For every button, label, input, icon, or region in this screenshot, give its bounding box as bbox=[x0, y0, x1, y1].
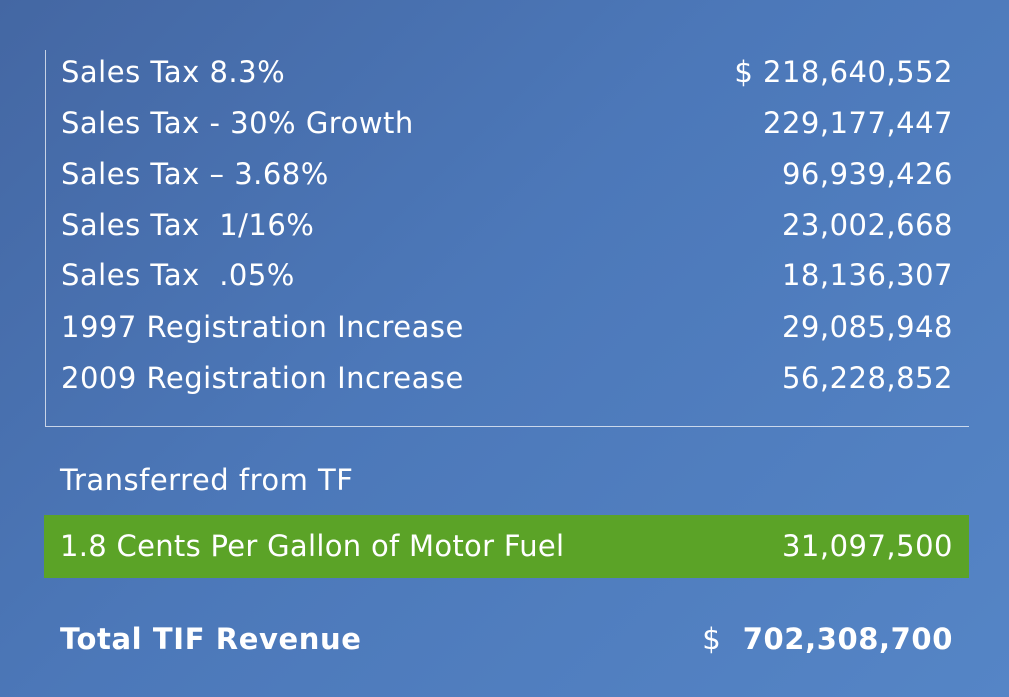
revenue-row: Sales Tax 1/16% 23,002,668 bbox=[61, 205, 953, 245]
transfer-section-title: Transferred from TF bbox=[60, 463, 354, 497]
revenue-value: 29,085,948 bbox=[781, 310, 953, 344]
revenue-table: Sales Tax 8.3% $ 218,640,552 Sales Tax -… bbox=[45, 50, 969, 427]
revenue-value: 229,177,447 bbox=[763, 106, 953, 140]
total-value: 702,308,700 bbox=[742, 622, 953, 656]
revenue-row: Sales Tax - 30% Growth 229,177,447 bbox=[61, 103, 953, 143]
total-row: Total TIF Revenue $ 702,308,700 bbox=[60, 617, 953, 661]
revenue-value: 96,939,426 bbox=[781, 157, 953, 191]
revenue-label: Sales Tax – 3.68% bbox=[61, 157, 329, 191]
revenue-label: Sales Tax 8.3% bbox=[61, 55, 286, 89]
motor-fuel-value: 31,097,500 bbox=[781, 529, 953, 563]
total-currency: $ bbox=[702, 622, 722, 656]
total-label: Total TIF Revenue bbox=[60, 622, 362, 656]
revenue-label: Sales Tax .05% bbox=[61, 258, 295, 292]
revenue-row: Sales Tax .05% 18,136,307 bbox=[61, 255, 953, 295]
revenue-label: 1997 Registration Increase bbox=[61, 310, 464, 344]
revenue-value: 23,002,668 bbox=[781, 208, 953, 242]
revenue-value: $ 218,640,552 bbox=[734, 55, 953, 89]
revenue-label: Sales Tax 1/16% bbox=[61, 208, 315, 242]
revenue-label: Sales Tax - 30% Growth bbox=[61, 106, 414, 140]
revenue-row: 1997 Registration Increase 29,085,948 bbox=[61, 307, 953, 347]
revenue-row: Sales Tax 8.3% $ 218,640,552 bbox=[61, 52, 953, 92]
revenue-value: 56,228,852 bbox=[781, 361, 953, 395]
revenue-row: Sales Tax – 3.68% 96,939,426 bbox=[61, 154, 953, 194]
total-value-group: $ 702,308,700 bbox=[702, 617, 953, 661]
revenue-label: 2009 Registration Increase bbox=[61, 361, 464, 395]
motor-fuel-label: 1.8 Cents Per Gallon of Motor Fuel bbox=[60, 529, 565, 563]
revenue-value: 18,136,307 bbox=[781, 258, 953, 292]
motor-fuel-highlight-row: 1.8 Cents Per Gallon of Motor Fuel 31,09… bbox=[44, 515, 969, 578]
revenue-row: 2009 Registration Increase 56,228,852 bbox=[61, 358, 953, 398]
